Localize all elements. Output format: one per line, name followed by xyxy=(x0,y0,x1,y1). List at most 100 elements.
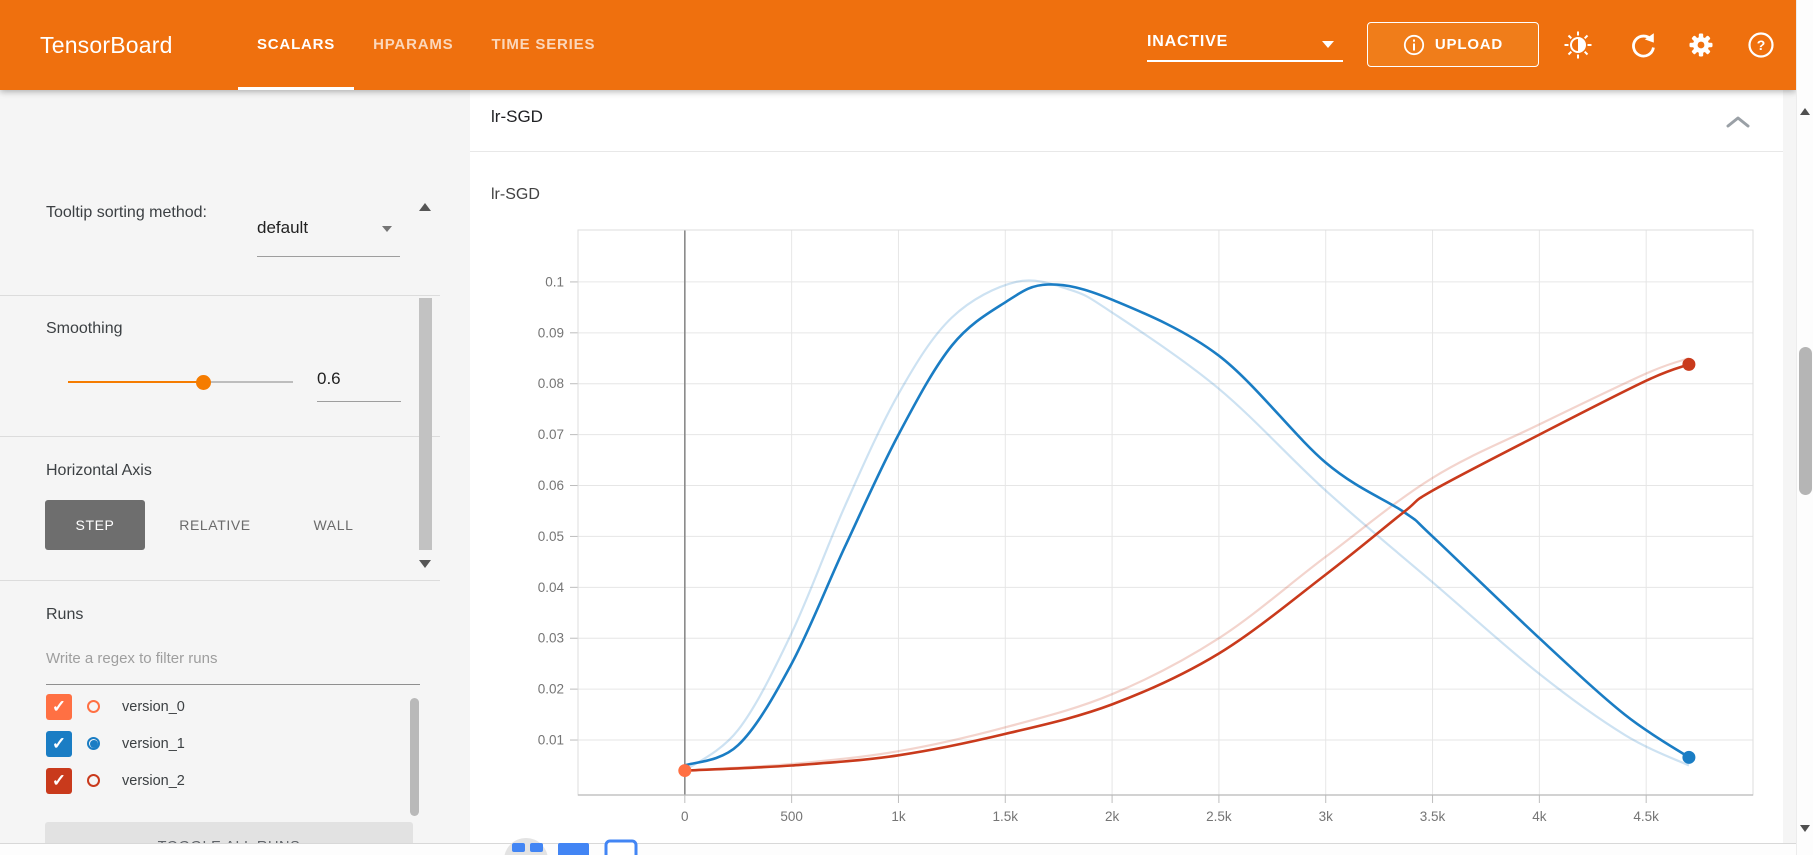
brightness-icon[interactable] xyxy=(1563,30,1593,60)
series-raw-version_2 xyxy=(684,357,1690,772)
tooltip-sorting-label: Tooltip sorting method: xyxy=(46,204,207,221)
svg-text:500: 500 xyxy=(780,809,803,824)
run-label: version_0 xyxy=(122,698,185,715)
page-scrollbar[interactable] xyxy=(1796,0,1813,855)
divider xyxy=(470,151,1783,152)
run-radio-dot xyxy=(89,739,98,748)
settings-icon[interactable] xyxy=(1686,30,1716,60)
settings-sidebar: Tooltip sorting method: default Smoothin… xyxy=(0,90,440,855)
run-row-version_2[interactable]: ✓ version_2 xyxy=(46,762,406,799)
svg-text:4.5k: 4.5k xyxy=(1633,809,1659,824)
sidebar-scroll-down-icon[interactable] xyxy=(419,560,431,568)
svg-text:0.1: 0.1 xyxy=(545,274,564,289)
svg-text:2k: 2k xyxy=(1105,809,1120,824)
svg-text:0.08: 0.08 xyxy=(538,376,564,391)
chart-card xyxy=(470,90,1783,855)
page-scroll-down-icon[interactable] xyxy=(1800,825,1810,832)
upload-button[interactable]: UPLOAD xyxy=(1367,22,1539,67)
svg-text:3.5k: 3.5k xyxy=(1420,809,1446,824)
help-icon[interactable]: ? xyxy=(1746,30,1776,60)
info-icon xyxy=(1403,34,1425,55)
smoothing-label: Smoothing xyxy=(46,320,123,337)
runs-list: ✓ version_0 ✓ version_1 ✓ version_2 xyxy=(46,688,406,799)
run-checkbox[interactable]: ✓ xyxy=(46,767,72,794)
svg-text:0.06: 0.06 xyxy=(538,478,564,493)
horizontal-axis-label: Horizontal Axis xyxy=(46,462,152,479)
app-header: TensorBoard SCALARS HPARAMS TIME SERIES … xyxy=(0,0,1796,90)
svg-text:0.01: 0.01 xyxy=(538,733,564,748)
smoothing-slider-thumb[interactable] xyxy=(195,374,211,390)
scalar-chart[interactable]: 0.1 0.09 0.08 0.07 0.06 0.05 0.04 0.03 0.02 0.01 0… xyxy=(470,160,1783,855)
upload-button-label: UPLOAD xyxy=(1434,36,1504,53)
top-tabs: SCALARS HPARAMS TIME SERIES xyxy=(238,0,614,90)
run-radio[interactable] xyxy=(87,774,100,787)
axis-option-step[interactable]: STEP xyxy=(45,500,145,550)
dropdown-underline xyxy=(1147,60,1343,62)
svg-text:1.5k: 1.5k xyxy=(993,809,1019,824)
runs-filter-placeholder: Write a regex to filter runs xyxy=(46,650,218,667)
smoothing-slider-fill xyxy=(68,381,203,383)
status-dropdown[interactable]: INACTIVE xyxy=(1147,0,1343,90)
tooltip-sorting-select[interactable]: default xyxy=(257,218,400,257)
axis-option-relative[interactable]: RELATIVE xyxy=(179,517,251,533)
sidebar-scroll-up-icon[interactable] xyxy=(419,203,431,211)
page-scroll-up-icon[interactable] xyxy=(1800,108,1810,115)
chevron-down-icon xyxy=(382,226,392,232)
svg-text:0.09: 0.09 xyxy=(538,325,564,340)
tab-scalars[interactable]: SCALARS xyxy=(238,0,355,90)
svg-text:3k: 3k xyxy=(1319,809,1334,824)
chart-title: lr-SGD xyxy=(491,186,540,203)
svg-text:0.05: 0.05 xyxy=(538,529,564,544)
runs-filter-input[interactable]: Write a regex to filter runs xyxy=(46,650,420,685)
run-label: version_1 xyxy=(122,735,185,752)
bottom-strip xyxy=(0,844,1813,855)
select-underline xyxy=(257,256,400,257)
run-row-version_0[interactable]: ✓ version_0 xyxy=(46,688,406,725)
run-row-version_1[interactable]: ✓ version_1 xyxy=(46,725,406,762)
runs-scrollbar-thumb[interactable] xyxy=(410,698,419,816)
series-endpoint-version_0 xyxy=(678,764,692,778)
refresh-icon[interactable] xyxy=(1628,30,1658,60)
series-smoothed-version_1 xyxy=(684,283,1690,767)
svg-text:?: ? xyxy=(1757,37,1766,53)
input-underline xyxy=(317,401,401,402)
tab-hparams[interactable]: HPARAMS xyxy=(373,36,454,53)
svg-text:0.07: 0.07 xyxy=(538,427,564,442)
series-endpoint-version_1 xyxy=(1682,750,1696,764)
input-underline xyxy=(46,684,420,685)
app-logo: TensorBoard xyxy=(40,32,173,58)
series-endpoint-version_2 xyxy=(1682,357,1696,371)
runs-label: Runs xyxy=(46,606,84,623)
svg-text:0: 0 xyxy=(681,809,689,824)
run-radio[interactable] xyxy=(87,737,100,750)
axis-option-wall[interactable]: WALL xyxy=(313,517,354,533)
series-raw-version_1 xyxy=(684,279,1690,772)
smoothing-slider[interactable] xyxy=(68,374,293,390)
chevron-down-icon xyxy=(1322,41,1334,48)
series-smoothed-version_2 xyxy=(684,363,1690,772)
svg-text:1k: 1k xyxy=(891,809,906,824)
svg-text:4k: 4k xyxy=(1532,809,1547,824)
collapse-chevron-icon[interactable] xyxy=(1725,115,1751,129)
smoothing-value-input[interactable]: 0.6 xyxy=(317,369,341,388)
expand-icon xyxy=(558,843,589,855)
tooltip-sorting-value: default xyxy=(257,218,309,237)
run-radio[interactable] xyxy=(87,700,100,713)
svg-text:0.04: 0.04 xyxy=(538,580,565,595)
tab-time-series[interactable]: TIME SERIES xyxy=(491,36,596,53)
run-checkbox[interactable]: ✓ xyxy=(46,693,72,720)
sidebar-scrollbar-thumb[interactable] xyxy=(419,298,432,550)
scalar-group-header[interactable]: lr-SGD xyxy=(470,90,1783,152)
divider xyxy=(0,580,440,581)
run-label: version_2 xyxy=(122,772,185,789)
divider xyxy=(0,436,440,437)
svg-text:0.02: 0.02 xyxy=(538,682,564,697)
svg-text:2.5k: 2.5k xyxy=(1206,809,1232,824)
run-checkbox[interactable]: ✓ xyxy=(46,730,72,757)
status-dropdown-value: INACTIVE xyxy=(1147,33,1229,50)
divider xyxy=(0,295,440,296)
page-scrollbar-thumb[interactable] xyxy=(1799,347,1812,495)
divider xyxy=(0,843,1813,844)
scalar-group-title: lr-SGD xyxy=(491,107,543,126)
